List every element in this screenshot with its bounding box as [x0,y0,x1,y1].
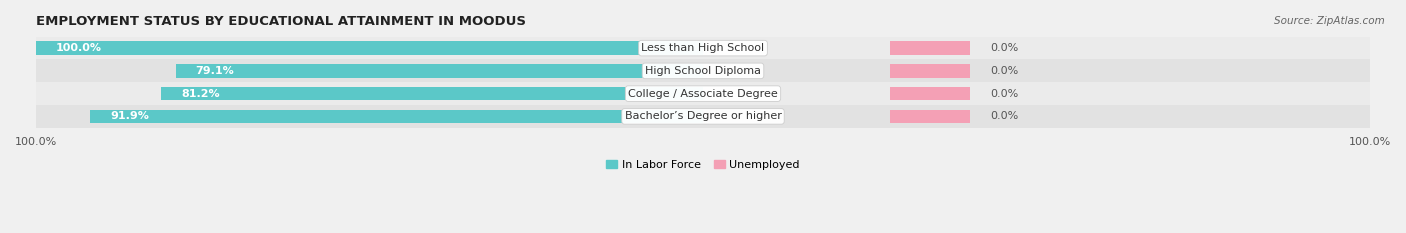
Bar [890,64,970,78]
Bar [890,110,970,123]
Bar [90,110,703,123]
Legend: In Labor Force, Unemployed: In Labor Force, Unemployed [606,160,800,170]
Bar [890,87,970,100]
Text: EMPLOYMENT STATUS BY EDUCATIONAL ATTAINMENT IN MOODUS: EMPLOYMENT STATUS BY EDUCATIONAL ATTAINM… [37,15,526,28]
Bar [176,64,703,78]
Text: Bachelor’s Degree or higher: Bachelor’s Degree or higher [624,111,782,121]
Text: 91.9%: 91.9% [110,111,149,121]
Bar [37,59,1369,82]
Bar [37,105,1369,128]
Bar [162,87,703,100]
Bar [890,41,970,55]
Text: High School Diploma: High School Diploma [645,66,761,76]
Text: 0.0%: 0.0% [990,111,1018,121]
Text: 0.0%: 0.0% [990,43,1018,53]
Text: 0.0%: 0.0% [990,66,1018,76]
Text: 0.0%: 0.0% [990,89,1018,99]
Bar [37,41,703,55]
Text: Source: ZipAtlas.com: Source: ZipAtlas.com [1274,16,1385,26]
Text: 100.0%: 100.0% [56,43,103,53]
Bar [37,37,1369,59]
Text: Less than High School: Less than High School [641,43,765,53]
Text: College / Associate Degree: College / Associate Degree [628,89,778,99]
Text: 81.2%: 81.2% [181,89,221,99]
Bar [37,82,1369,105]
Text: 79.1%: 79.1% [195,66,235,76]
